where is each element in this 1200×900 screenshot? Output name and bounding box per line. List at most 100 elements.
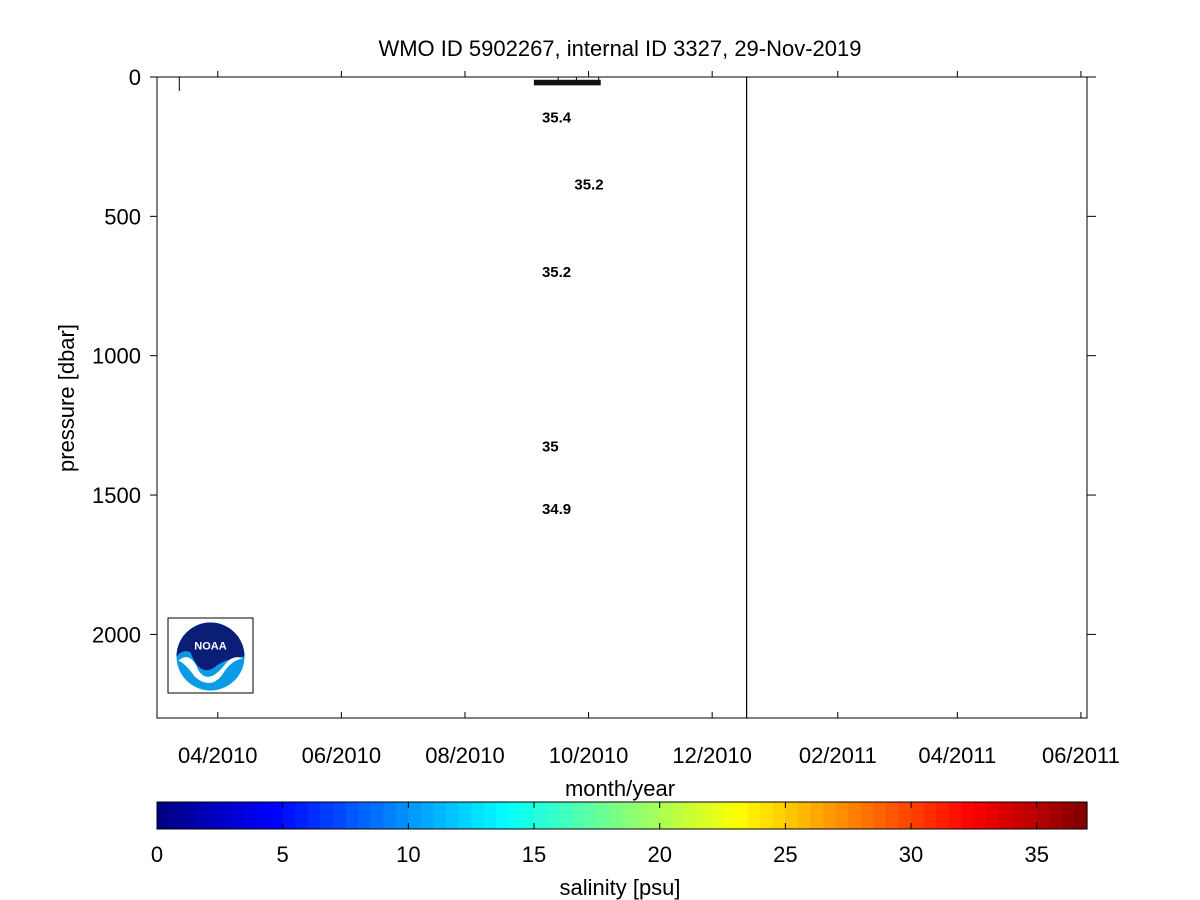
- y-tick-label: 1000: [92, 344, 141, 369]
- colorbar-tick-label: 30: [899, 842, 923, 867]
- colorbar-swatch: [244, 802, 259, 829]
- colorbar-swatch: [873, 802, 887, 829]
- colorbar-swatch: [999, 802, 1013, 829]
- colorbar-swatch: [596, 802, 611, 829]
- colorbar-swatch: [307, 802, 321, 829]
- colorbar-swatch: [1074, 802, 1088, 829]
- logo-disc-top: [176, 622, 245, 671]
- colorbar-swatch: [358, 802, 372, 829]
- x-tick-label: 06/2010: [302, 743, 382, 768]
- colorbar-swatch: [684, 802, 699, 829]
- colorbar-swatch: [496, 802, 510, 829]
- colorbar-tick-label: 25: [773, 842, 797, 867]
- colorbar-swatch: [433, 802, 447, 829]
- colorbar-swatch: [182, 802, 196, 829]
- colorbar-swatch: [634, 802, 648, 829]
- colorbar-swatch: [420, 802, 435, 829]
- colorbar-swatch: [270, 802, 284, 829]
- x-tick-label: 08/2010: [425, 743, 505, 768]
- colorbar-swatch: [395, 802, 409, 829]
- chart-title: WMO ID 5902267, internal ID 3327, 29-Nov…: [378, 36, 861, 61]
- colorbar-swatch: [1061, 802, 1076, 829]
- contour-label: 34.9: [542, 501, 571, 518]
- x-tick-label: 12/2010: [672, 743, 752, 768]
- y-tick-label: 2000: [92, 622, 141, 647]
- x-axis-label: month/year: [565, 776, 675, 801]
- colorbar-tick-label: 10: [396, 842, 420, 867]
- colorbar-swatch: [257, 802, 271, 829]
- y-tick-label: 0: [129, 65, 141, 90]
- colorbar-swatch: [760, 802, 774, 829]
- colorbar-swatch: [911, 802, 925, 829]
- colorbar-swatch: [219, 802, 234, 829]
- colorbar-swatch: [332, 802, 347, 829]
- logo-seagull: [178, 657, 243, 684]
- colorbar-swatch: [370, 802, 384, 829]
- colorbar-tick-label: 0: [151, 842, 163, 867]
- colorbar-swatch: [622, 802, 636, 829]
- colorbar-swatch: [571, 802, 585, 829]
- colorbar-swatch: [797, 802, 812, 829]
- colorbar-swatch: [672, 802, 686, 829]
- colorbar-swatch: [835, 802, 849, 829]
- colorbar-tick-label: 15: [522, 842, 546, 867]
- contour-label: 35.4: [542, 109, 572, 126]
- colorbar-swatch: [747, 802, 761, 829]
- colorbar-swatch: [936, 802, 950, 829]
- colorbar-swatch: [546, 802, 560, 829]
- plot-frame: [156, 76, 1088, 719]
- colorbar-swatch: [848, 802, 862, 829]
- colorbar: 0 5 10 15 20 25 30 35: [151, 801, 1088, 867]
- noaa-logo: NOAA: [167, 617, 254, 694]
- colorbar-swatch: [320, 802, 334, 829]
- colorbar-swatch: [584, 802, 598, 829]
- colorbar-swatch: [722, 802, 736, 829]
- colorbar-swatch: [383, 802, 397, 829]
- colorbar-swatch: [1036, 802, 1050, 829]
- colorbar-swatch: [471, 802, 485, 829]
- y-axis-label: pressure [dbar]: [54, 324, 79, 472]
- colorbar-swatch: [1049, 802, 1063, 829]
- colorbar-label: salinity [psu]: [559, 875, 680, 900]
- x-tick-label: 04/2011: [918, 743, 996, 768]
- logo-text: NOAA: [194, 641, 226, 653]
- colorbar-swatch: [948, 802, 962, 829]
- y-tick-label: 1500: [92, 483, 141, 508]
- colorbar-frame: [156, 801, 1088, 830]
- colorbar-swatch: [785, 802, 799, 829]
- colorbar-swatch: [923, 802, 937, 829]
- colorbar-swatch: [973, 802, 988, 829]
- colorbar-swatch: [295, 802, 309, 829]
- colorbar-swatch: [534, 802, 548, 829]
- colorbar-swatch: [232, 802, 246, 829]
- colorbar-swatch: [408, 802, 422, 829]
- colorbar-swatch: [157, 802, 171, 829]
- colorbar-swatch: [860, 802, 874, 829]
- colorbar-swatch: [458, 802, 472, 829]
- colorbar-swatch: [207, 802, 221, 829]
- colorbar-swatch: [521, 802, 535, 829]
- colorbar-swatch: [986, 802, 1000, 829]
- colorbar-swatch: [823, 802, 837, 829]
- colorbar-swatch: [898, 802, 912, 829]
- colorbar-swatch: [559, 802, 573, 829]
- colorbar-swatch: [885, 802, 900, 829]
- colorbar-swatch: [508, 802, 523, 829]
- x-tick-label: 02/2011: [799, 743, 877, 768]
- colorbar-swatch: [194, 802, 208, 829]
- colorbar-swatch: [483, 802, 497, 829]
- colorbar-swatch: [1024, 802, 1038, 829]
- contour-label: 35: [542, 438, 559, 455]
- colorbar-swatch: [446, 802, 460, 829]
- x-tick-label: 06/2011: [1042, 743, 1120, 768]
- colorbar-swatch: [735, 802, 749, 829]
- y-tick-label: 500: [104, 204, 141, 229]
- colorbar-swatch: [961, 802, 975, 829]
- surface-contour-label-cluster: [533, 79, 601, 86]
- colorbar-swatch: [1011, 802, 1025, 829]
- colorbar-swatch: [772, 802, 786, 829]
- x-tick-label: 04/2010: [178, 743, 258, 768]
- colorbar-swatch: [345, 802, 359, 829]
- colorbar-swatch: [169, 802, 183, 829]
